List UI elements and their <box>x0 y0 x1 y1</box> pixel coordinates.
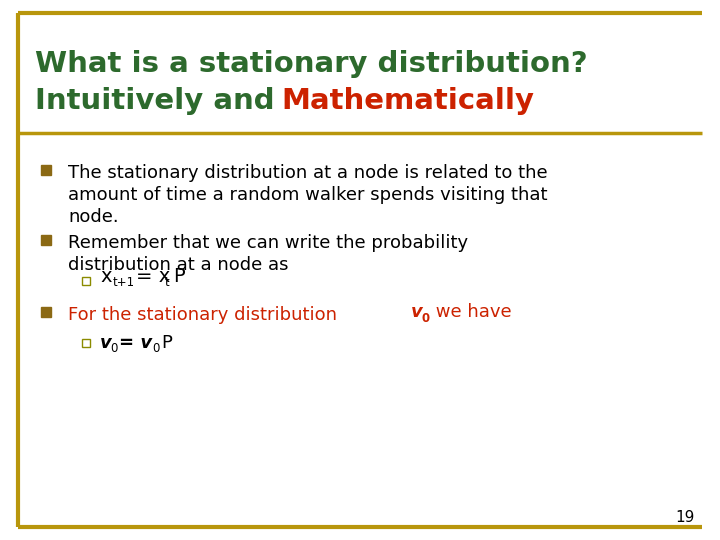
Text: = x: = x <box>136 267 170 286</box>
Text: P: P <box>173 267 184 286</box>
Text: P: P <box>161 334 172 352</box>
Text: For the stationary distribution: For the stationary distribution <box>68 306 343 324</box>
Text: What is a stationary distribution?: What is a stationary distribution? <box>35 50 588 78</box>
Text: The stationary distribution at a node is related to the: The stationary distribution at a node is… <box>68 164 548 182</box>
Text: node.: node. <box>68 208 119 226</box>
Text: 19: 19 <box>675 510 695 525</box>
Text: 0: 0 <box>110 342 117 355</box>
Text: Intuitively and: Intuitively and <box>35 87 284 115</box>
Text: 0: 0 <box>421 312 429 325</box>
Text: 0: 0 <box>152 342 159 355</box>
Text: v: v <box>411 303 423 321</box>
Text: = v: = v <box>119 334 152 352</box>
Text: distribution at a node as: distribution at a node as <box>68 256 289 274</box>
Text: t+1: t+1 <box>113 275 135 288</box>
Text: x: x <box>100 267 112 286</box>
Text: t: t <box>165 275 170 288</box>
Bar <box>82 277 90 285</box>
Bar <box>82 339 90 347</box>
Text: Mathematically: Mathematically <box>281 87 534 115</box>
Text: amount of time a random walker spends visiting that: amount of time a random walker spends vi… <box>68 186 547 204</box>
Text: v: v <box>100 334 112 352</box>
Text: Remember that we can write the probability: Remember that we can write the probabili… <box>68 234 468 252</box>
Text: we have: we have <box>430 303 512 321</box>
